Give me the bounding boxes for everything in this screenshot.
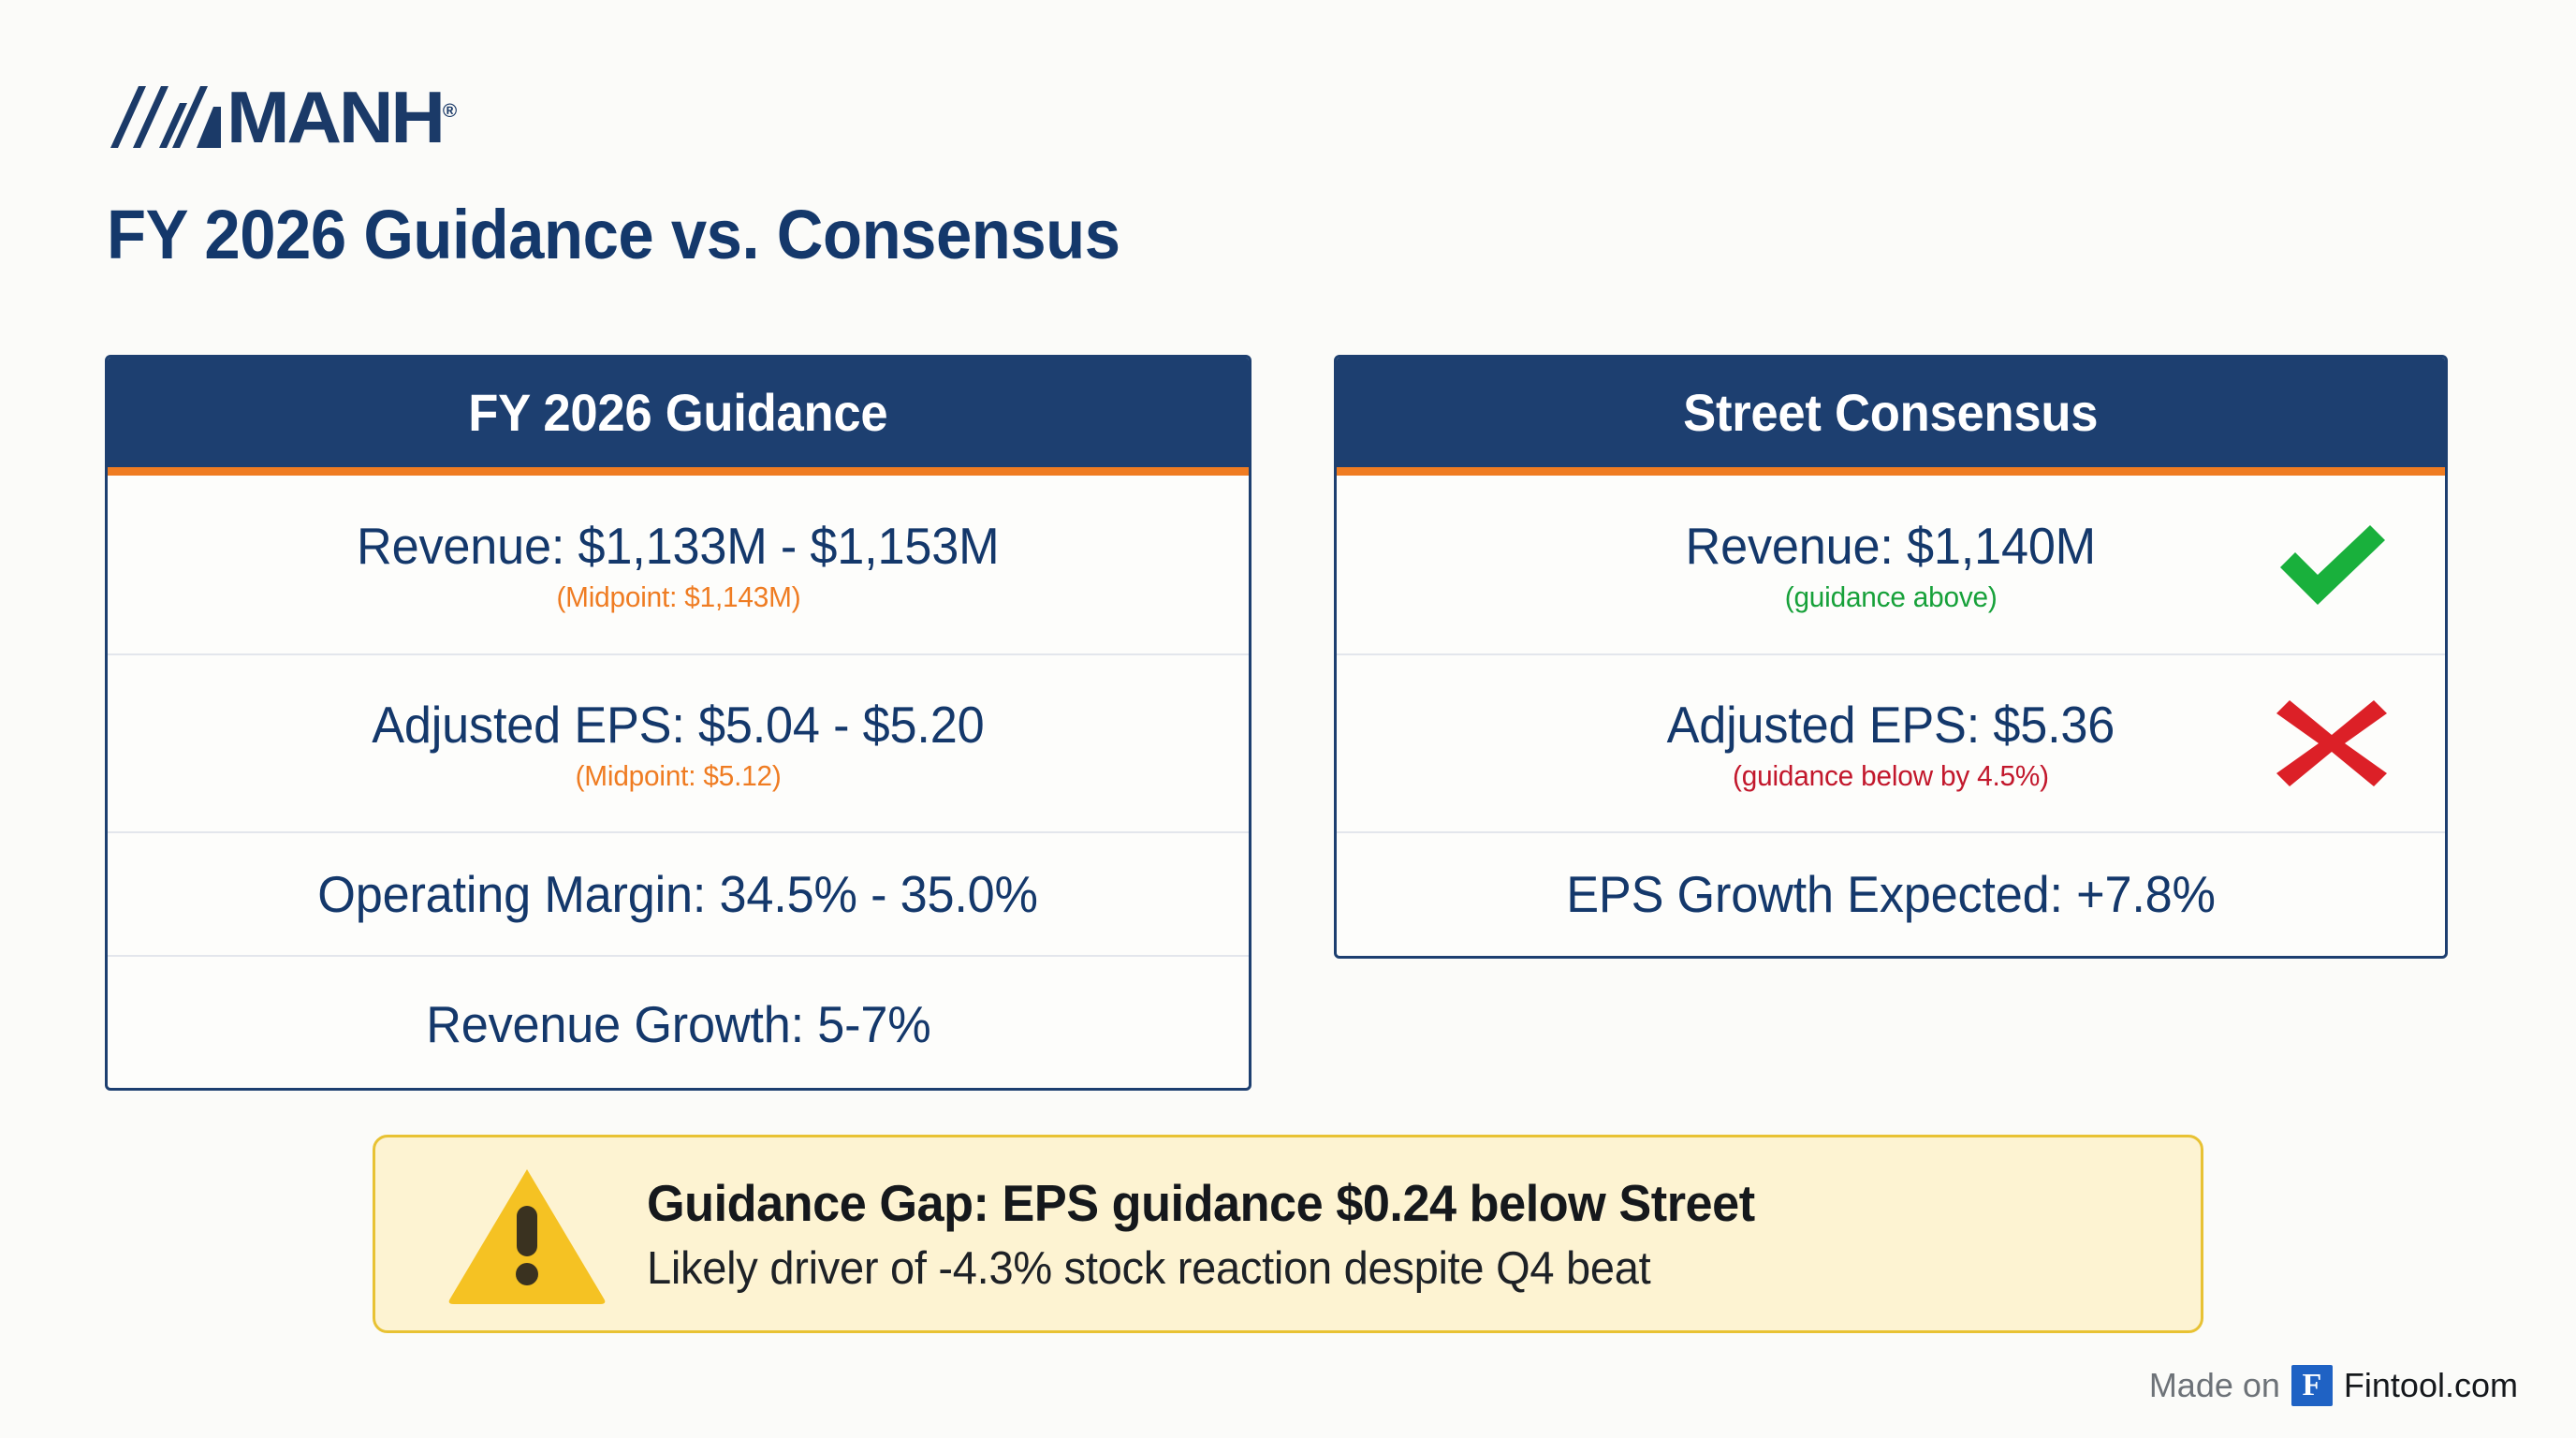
consensus-row-list: Revenue: $1,140M (guidance above) Adjust…: [1337, 476, 2445, 955]
warning-triangle-icon: [448, 1169, 606, 1304]
brand-wordmark-text: MANH: [227, 76, 446, 159]
table-row: Revenue: $1,133M - $1,153M (Midpoint: $1…: [108, 476, 1249, 653]
card-header-guidance-label: FY 2026 Guidance: [468, 383, 888, 442]
row-sub-text: (Midpoint: $1,143M): [555, 580, 800, 613]
card-fy2026-guidance: FY 2026 Guidance Revenue: $1,133M - $1,1…: [105, 355, 1251, 1091]
table-row: Operating Margin: 34.5% - 35.0%: [108, 831, 1249, 955]
row-main-text: Adjusted EPS: $5.36: [1666, 695, 2115, 754]
manh-bars-logo-icon: [110, 86, 221, 148]
table-row: Adjusted EPS: $5.04 - $5.20 (Midpoint: $…: [108, 653, 1249, 831]
table-row: Revenue: $1,140M (guidance above): [1337, 476, 2445, 653]
alert-title: Guidance Gap: EPS guidance $0.24 below S…: [647, 1174, 1755, 1232]
footer-made-on-label: Made on: [2148, 1366, 2280, 1404]
row-sub-text: (Midpoint: $5.12): [575, 758, 782, 792]
page-title: FY 2026 Guidance vs. Consensus: [107, 196, 1120, 273]
row-main-text: Revenue Growth: 5-7%: [425, 994, 931, 1053]
row-main-text: Operating Margin: 34.5% - 35.0%: [317, 865, 1039, 923]
card-header-guidance: FY 2026 Guidance: [108, 358, 1249, 476]
brand-logo: MANH®: [110, 81, 457, 154]
row-main-text: Revenue: $1,140M: [1685, 516, 2097, 575]
row-main-text: Revenue: $1,133M - $1,153M: [357, 516, 1000, 575]
guidance-gap-alert: Guidance Gap: EPS guidance $0.24 below S…: [373, 1135, 2203, 1333]
fintool-logo-icon: F: [2291, 1365, 2333, 1406]
alert-text-block: Guidance Gap: EPS guidance $0.24 below S…: [647, 1173, 1813, 1295]
card-header-consensus-label: Street Consensus: [1683, 383, 2099, 442]
row-main-text: Adjusted EPS: $5.04 - $5.20: [372, 695, 985, 754]
row-main-text: EPS Growth Expected: +7.8%: [1566, 865, 2216, 923]
check-icon: [2280, 525, 2385, 605]
row-sub-text: (guidance below by 4.5%): [1733, 758, 2049, 792]
brand-wordmark: MANH®: [227, 81, 458, 154]
row-sub-text: (guidance above): [1784, 580, 1998, 613]
guidance-row-list: Revenue: $1,133M - $1,153M (Midpoint: $1…: [108, 476, 1249, 1088]
card-header-consensus: Street Consensus: [1337, 358, 2445, 476]
table-row: EPS Growth Expected: +7.8%: [1337, 831, 2445, 955]
table-row: Adjusted EPS: $5.36 (guidance below by 4…: [1337, 653, 2445, 831]
table-row: Revenue Growth: 5-7%: [108, 955, 1249, 1088]
card-street-consensus: Street Consensus Revenue: $1,140M (guida…: [1334, 355, 2448, 959]
footer-brand-label: Fintool.com: [2343, 1366, 2518, 1404]
registered-mark: ®: [442, 101, 458, 123]
footer-attribution: Made on F Fintool.com: [2149, 1365, 2518, 1406]
cross-icon: [2276, 700, 2387, 786]
alert-subtitle: Likely driver of -4.3% stock reaction de…: [647, 1243, 1651, 1294]
